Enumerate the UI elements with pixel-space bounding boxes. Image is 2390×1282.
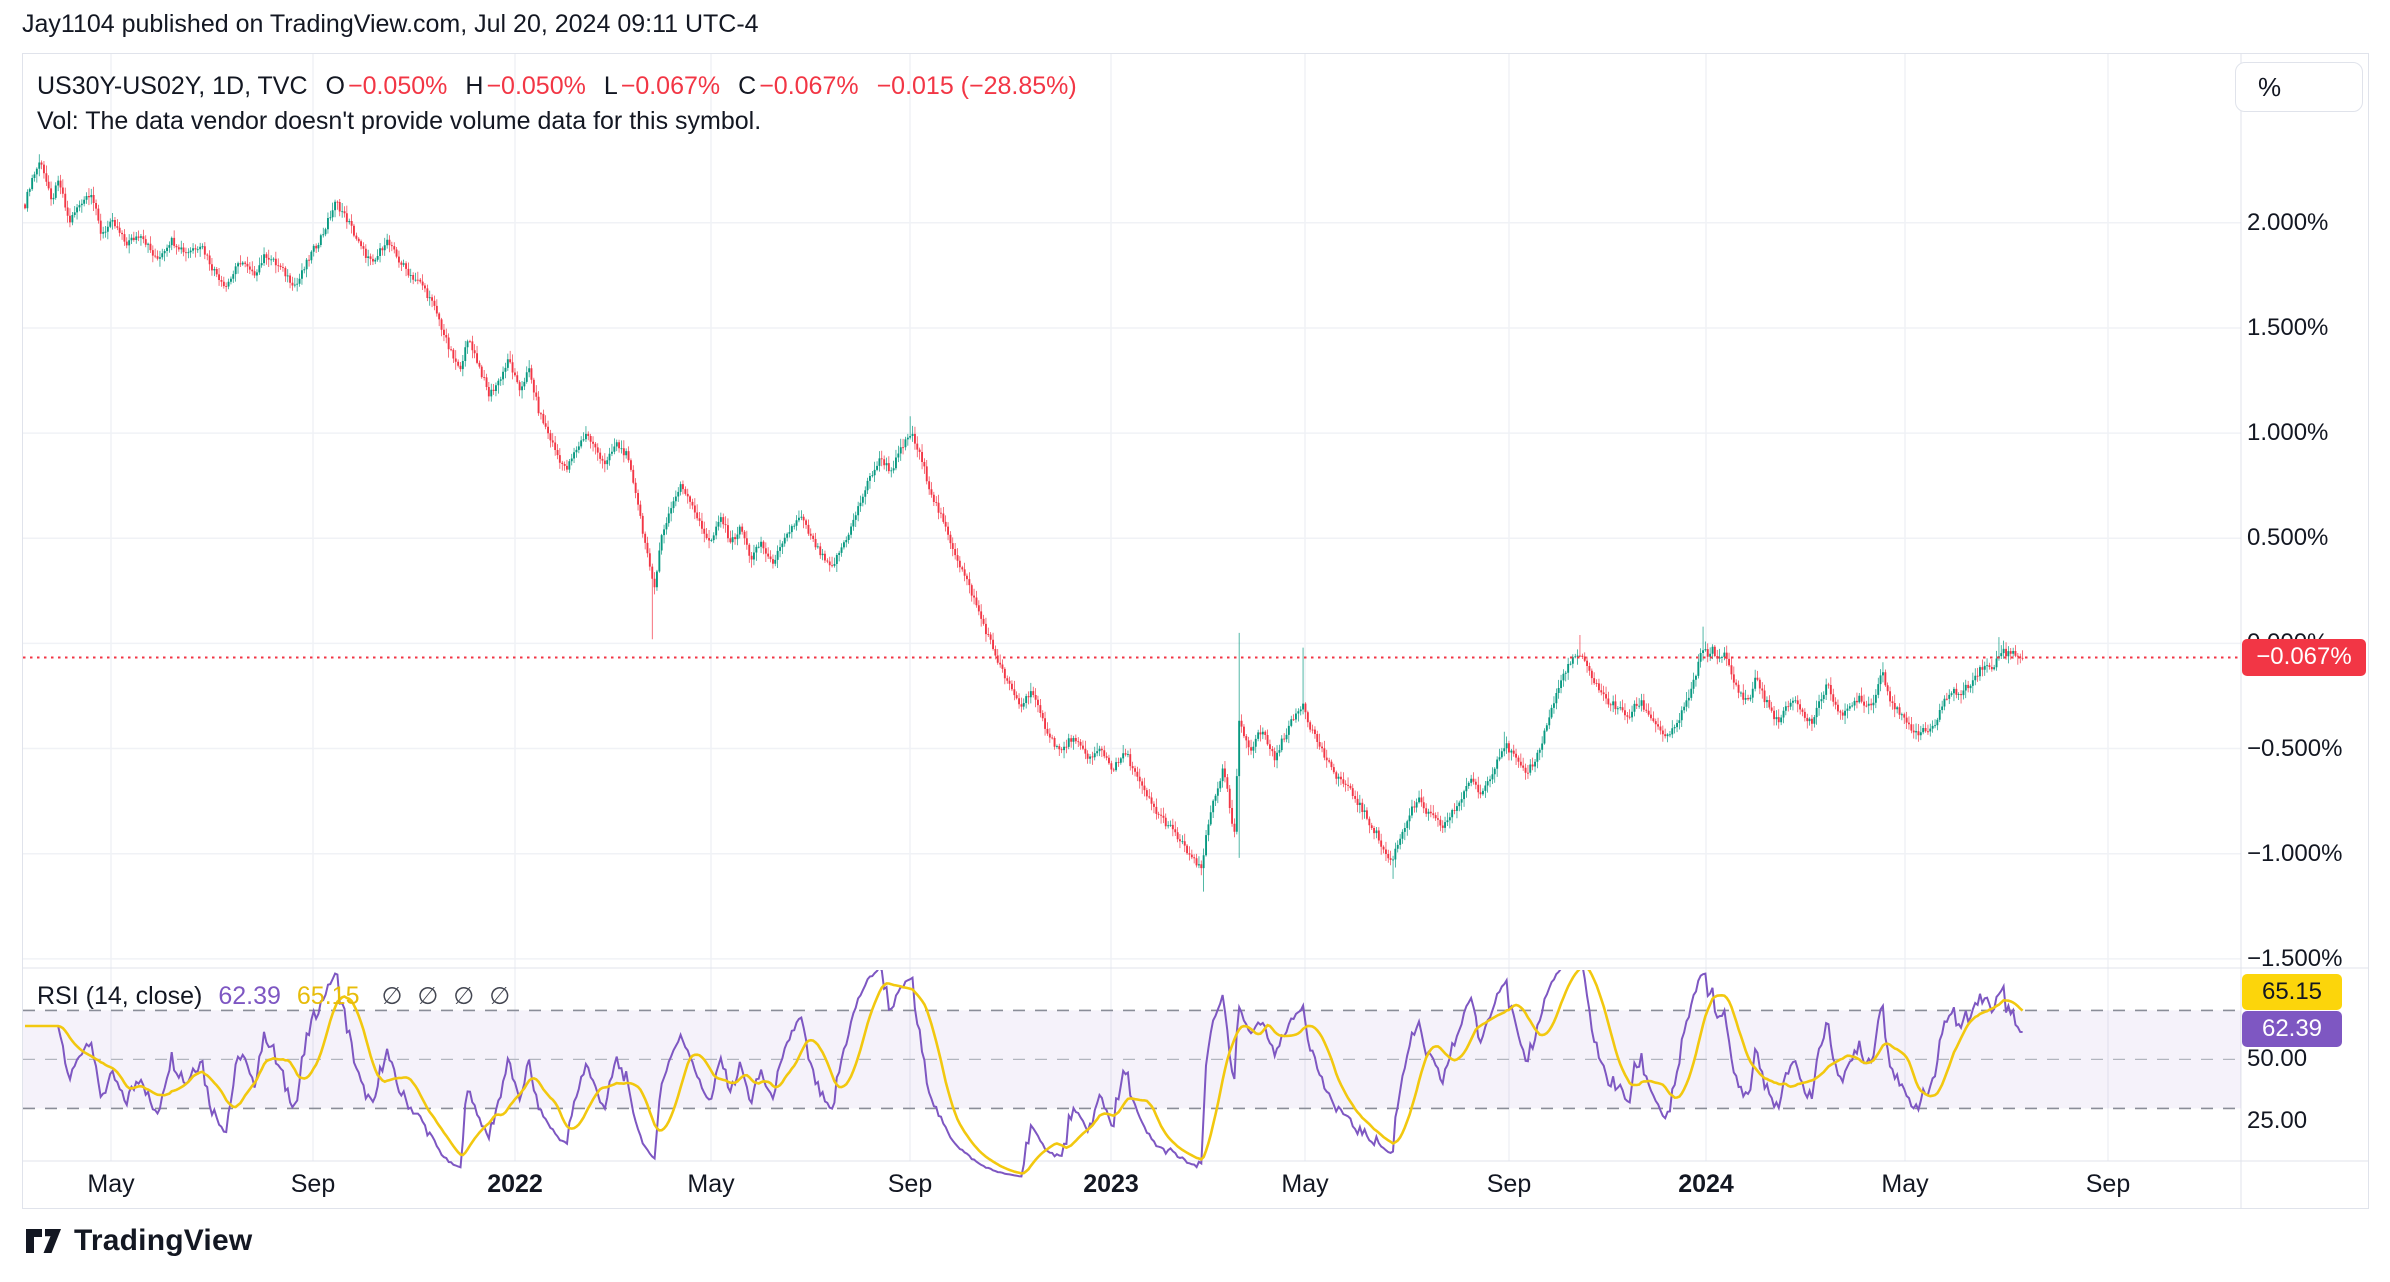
low-readout: L −0.067% [603,72,721,100]
rsi-title[interactable]: RSI (14, close) [37,982,203,1010]
rsi-axis-low-label: 25.00 [2247,1106,2308,1134]
price-tick-label: 0.500% [2247,524,2329,552]
hidden-plot-icon[interactable]: ∅ [489,983,511,1010]
rsi-ma-value: 65.15 [296,982,360,1010]
time-tick-label: 2024 [1678,1170,1734,1198]
time-tick-label: Sep [887,1170,933,1198]
price-tick-label: 1.500% [2247,313,2329,341]
percent-unit-label: % [2258,71,2282,102]
tradingview-footer[interactable]: TradingView [24,1224,252,1258]
rsi-axis-mid-label: 50.00 [2247,1045,2308,1073]
time-tick-label: Sep [1486,1170,1532,1198]
rsi-legend[interactable]: RSI (14, close) 62.39 65.15 ∅ ∅ ∅ ∅ [37,982,510,1011]
time-tick-label: Sep [290,1170,336,1198]
high-readout: H −0.050% [465,72,586,100]
price-tick-label: 2.000% [2247,208,2329,236]
chart-frame: US30Y-US02Y, 1D, TVC O −0.050% H −0.050% L… [22,53,2369,1209]
chart-canvas[interactable] [23,54,2368,1208]
price-axis-unit-button[interactable]: % [2235,62,2363,112]
tradingview-logo-icon [26,1229,61,1253]
rsi-ma-badge: 65.15 [2242,973,2342,1010]
time-tick-label: Sep [2085,1170,2131,1198]
last-price-badge: −0.067% [2242,638,2366,676]
rsi-value: 62.39 [218,982,281,1010]
volume-note: Vol: The data vendor doesn't provide vol… [37,107,762,135]
time-tick-label: May [87,1170,135,1198]
rsi-hidden-plot-icons[interactable]: ∅ ∅ ∅ ∅ [381,982,510,1011]
close-readout: C −0.067% [738,72,859,100]
hidden-plot-icon[interactable]: ∅ [453,983,475,1010]
rsi-value-badge: 62.39 [2242,1011,2342,1048]
hidden-plot-icon[interactable]: ∅ [417,983,439,1010]
price-tick-label: −1.000% [2247,839,2343,867]
symbol-title[interactable]: US30Y-US02Y, 1D, TVC [37,72,308,100]
change-readout: −0.015 (−28.85%) [876,72,1077,100]
publish-header: Jay1104 published on TradingView.com, Ju… [22,10,759,38]
price-tick-label: −1.500% [2247,944,2343,972]
time-tick-label: 2022 [487,1170,543,1198]
price-tick-label: 1.000% [2247,419,2329,447]
time-tick-label: May [1881,1170,1929,1198]
open-readout: O −0.050% [325,72,448,100]
time-tick-label: May [1281,1170,1329,1198]
tradingview-brand-text: TradingView [74,1224,253,1257]
price-tick-label: −0.500% [2247,734,2343,762]
time-tick-label: May [687,1170,735,1198]
time-tick-label: 2023 [1083,1170,1139,1198]
hidden-plot-icon[interactable]: ∅ [381,983,403,1010]
symbol-legend[interactable]: US30Y-US02Y, 1D, TVC O −0.050% H −0.050% L… [37,72,1077,101]
